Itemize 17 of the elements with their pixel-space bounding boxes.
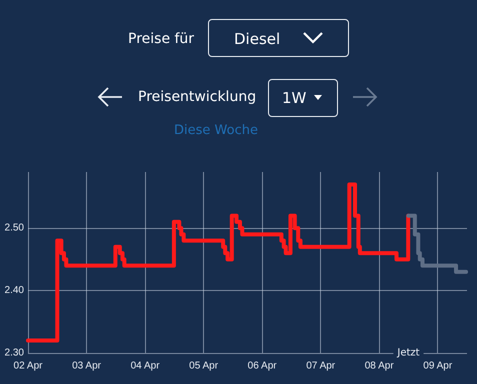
- x-tick-label: 04 Apr: [130, 360, 160, 372]
- x-tick-label: 07 Apr: [306, 360, 336, 372]
- annotation: Jetzt: [396, 348, 420, 358]
- x-tick-label: 02 Apr: [14, 360, 44, 372]
- chart-subtitle: Diese Woche: [174, 123, 258, 138]
- text: Preise für: [128, 31, 194, 47]
- chart-title: Preisentwicklung: [138, 89, 256, 105]
- x-tick-label: 05 Apr: [189, 360, 219, 372]
- text: 1W: [282, 89, 306, 107]
- y-tick-label: 2.30: [4, 348, 24, 358]
- x-tick-label: 09 Apr: [423, 360, 453, 372]
- x-tick-label: 08 Apr: [364, 360, 394, 372]
- y-tick-label: 2.40: [4, 285, 24, 296]
- x-tick-label: 06 Apr: [248, 360, 278, 372]
- text: Diesel: [234, 30, 280, 48]
- y-tick-label: 2.50: [4, 222, 24, 234]
- x-tick-label: 03 Apr: [72, 360, 102, 372]
